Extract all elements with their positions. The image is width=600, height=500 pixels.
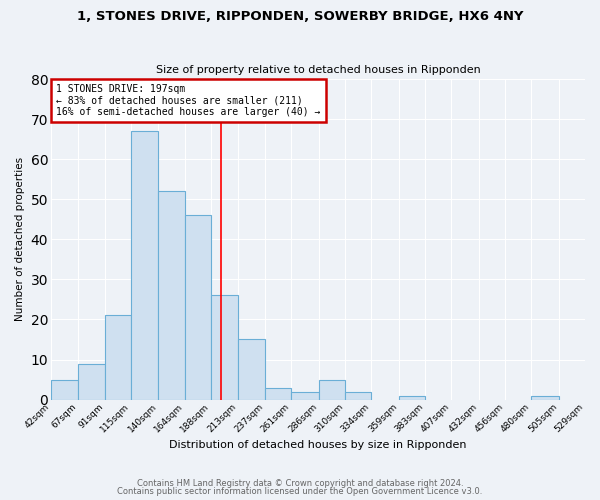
Text: Contains public sector information licensed under the Open Government Licence v3: Contains public sector information licen… xyxy=(118,487,482,496)
Bar xyxy=(291,392,319,400)
Bar xyxy=(79,364,104,400)
Text: Contains HM Land Registry data © Crown copyright and database right 2024.: Contains HM Land Registry data © Crown c… xyxy=(137,478,463,488)
Bar xyxy=(265,388,291,400)
Text: 1 STONES DRIVE: 197sqm
← 83% of detached houses are smaller (211)
16% of semi-de: 1 STONES DRIVE: 197sqm ← 83% of detached… xyxy=(56,84,320,117)
Bar xyxy=(398,396,425,400)
Bar xyxy=(185,216,211,400)
Title: Size of property relative to detached houses in Ripponden: Size of property relative to detached ho… xyxy=(155,66,481,76)
Bar xyxy=(319,380,345,400)
Bar xyxy=(51,380,79,400)
Bar xyxy=(104,316,131,400)
Y-axis label: Number of detached properties: Number of detached properties xyxy=(15,158,25,322)
Bar xyxy=(158,191,185,400)
Bar xyxy=(531,396,559,400)
Text: 1, STONES DRIVE, RIPPONDEN, SOWERBY BRIDGE, HX6 4NY: 1, STONES DRIVE, RIPPONDEN, SOWERBY BRID… xyxy=(77,10,523,23)
Bar xyxy=(345,392,371,400)
Bar xyxy=(131,131,158,400)
X-axis label: Distribution of detached houses by size in Ripponden: Distribution of detached houses by size … xyxy=(169,440,467,450)
Bar xyxy=(211,296,238,400)
Bar xyxy=(238,340,265,400)
